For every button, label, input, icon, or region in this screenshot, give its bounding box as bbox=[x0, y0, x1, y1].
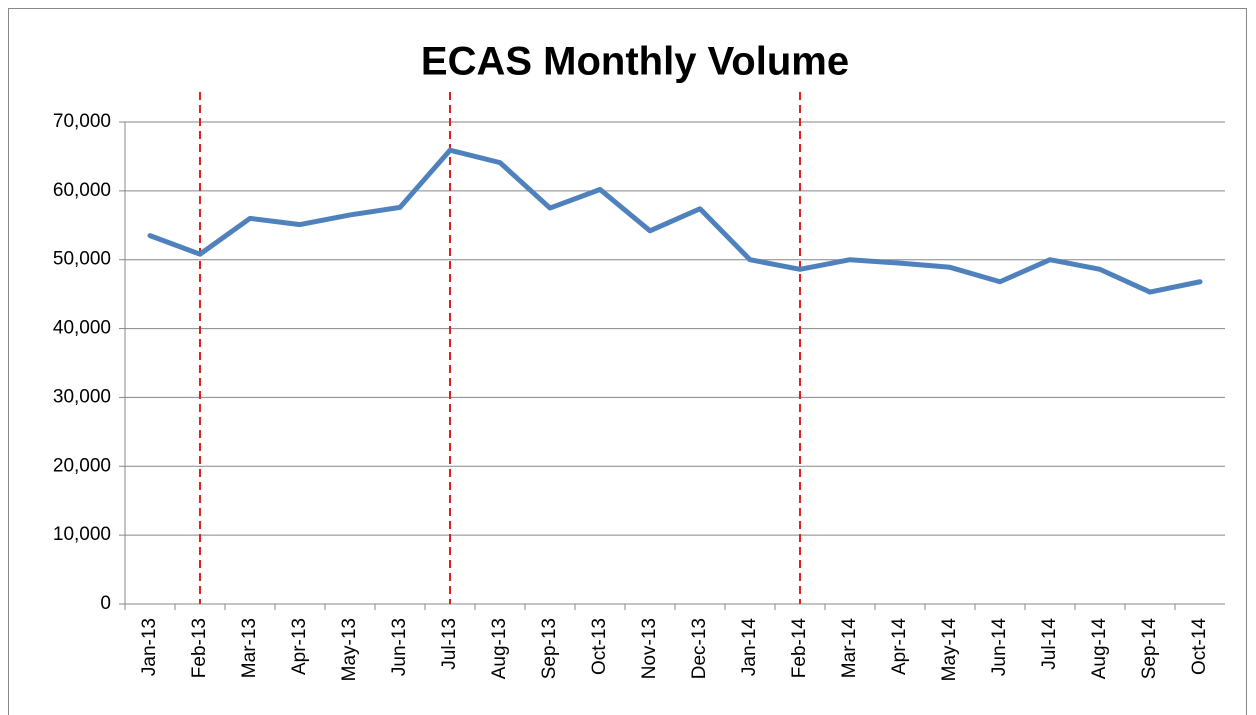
chart-frame bbox=[8, 8, 1247, 715]
y-tick-label: 30,000 bbox=[53, 386, 111, 407]
x-tick-label: Nov-13 bbox=[639, 618, 660, 679]
x-tick-label: Oct-13 bbox=[589, 618, 610, 675]
x-tick-label: Feb-13 bbox=[189, 618, 210, 678]
chart-title: ECAS Monthly Volume bbox=[421, 40, 849, 84]
x-tick-label: Jun-14 bbox=[989, 618, 1010, 677]
x-tick-label: Dec-13 bbox=[689, 618, 710, 679]
x-tick-label: May-14 bbox=[939, 618, 960, 682]
x-tick-label: Sep-13 bbox=[539, 618, 560, 679]
y-tick-label: 20,000 bbox=[53, 455, 111, 476]
y-tick-label: 40,000 bbox=[53, 318, 111, 339]
x-tick-label: May-13 bbox=[339, 618, 360, 681]
x-tick-label: Jan-14 bbox=[739, 618, 760, 677]
x-tick-label: Apr-13 bbox=[289, 618, 310, 675]
y-tick-label: 60,000 bbox=[53, 180, 111, 201]
y-tick-label: 70,000 bbox=[53, 111, 111, 132]
y-tick-label: 10,000 bbox=[53, 524, 111, 545]
x-tick-label: Mar-13 bbox=[239, 618, 260, 678]
x-tick-label: Feb-14 bbox=[789, 618, 810, 679]
x-tick-label: Mar-14 bbox=[839, 618, 860, 679]
x-tick-label: Jul-14 bbox=[1039, 618, 1060, 670]
y-tick-label: 0 bbox=[100, 593, 111, 614]
x-tick-label: Oct-14 bbox=[1189, 618, 1210, 675]
x-tick-label: Jan-13 bbox=[139, 618, 160, 676]
x-tick-label: Aug-13 bbox=[489, 618, 510, 679]
x-tick-label: Jul-13 bbox=[439, 618, 460, 670]
data-line bbox=[147, 147, 1203, 295]
x-tick-label: Jun-13 bbox=[389, 618, 410, 676]
x-tick-label: Aug-14 bbox=[1089, 618, 1110, 680]
x-tick-label: Sep-14 bbox=[1139, 618, 1160, 680]
y-tick-label: 50,000 bbox=[53, 249, 111, 270]
x-tick-label: Apr-14 bbox=[889, 618, 910, 675]
